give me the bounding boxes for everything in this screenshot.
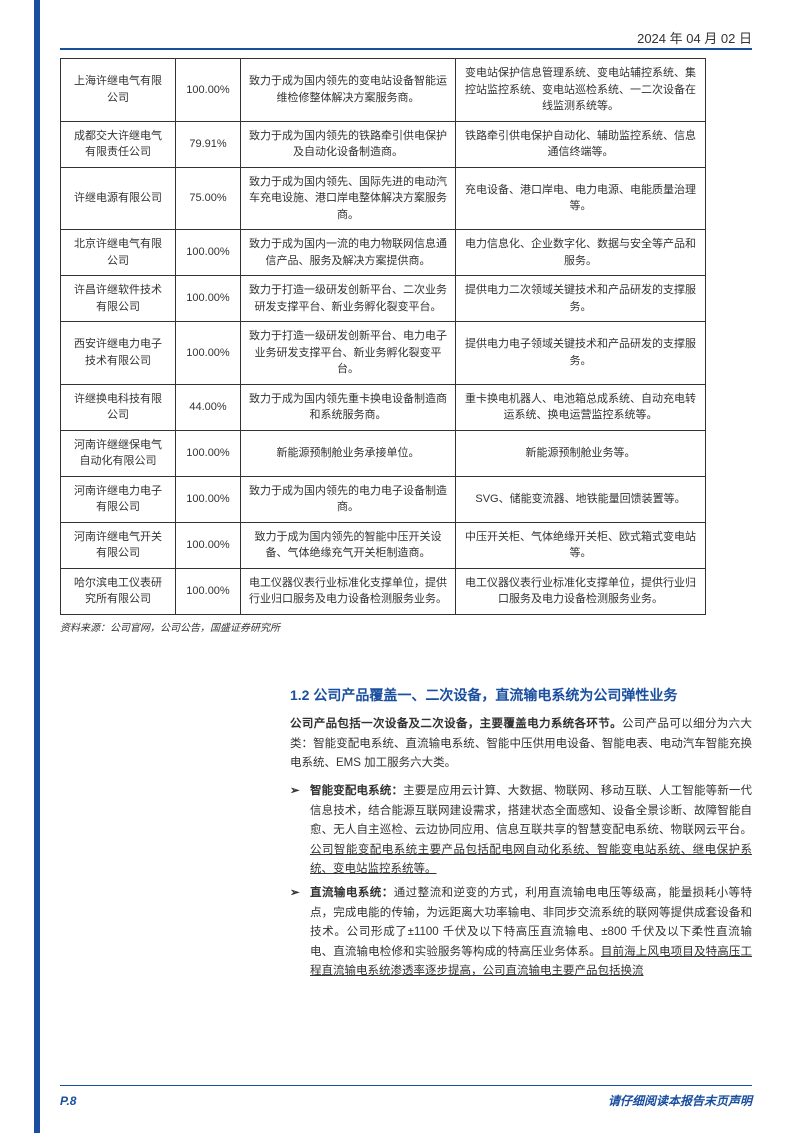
table-cell: 44.00% (176, 384, 241, 430)
table-cell: 铁路牵引供电保护自动化、辅助监控系统、信息通信终端等。 (456, 121, 706, 167)
table-cell: 河南许继电力电子有限公司 (61, 476, 176, 522)
table-row: 许继电源有限公司75.00%致力于成为国内领先、国际先进的电动汽车充电设施、港口… (61, 167, 706, 230)
table-cell: 100.00% (176, 430, 241, 476)
table-cell: 致力于成为国内领先的电力电子设备制造商。 (241, 476, 456, 522)
paragraph-lead: 公司产品包括一次设备及二次设备，主要覆盖电力系统各环节。 (290, 718, 622, 730)
table-cell: 致力于成为国内一流的电力物联网信息通信产品、服务及解决方案提供商。 (241, 230, 456, 276)
header-rule (60, 48, 752, 50)
table-row: 西安许继电力电子技术有限公司100.00%致力于打造一级研发创新平台、电力电子业… (61, 322, 706, 385)
table-cell: 100.00% (176, 230, 241, 276)
table-cell: 河南许继电气开关有限公司 (61, 522, 176, 568)
table-cell: 许昌许继软件技术有限公司 (61, 276, 176, 322)
section-title: 1.2 公司产品覆盖一、二次设备，直流输电系统为公司弹性业务 (290, 685, 677, 705)
table-cell: 79.91% (176, 121, 241, 167)
table-cell: 许继电源有限公司 (61, 167, 176, 230)
table-cell: 充电设备、港口岸电、电力电源、电能质量治理等。 (456, 167, 706, 230)
table-cell: SVG、储能变流器、地铁能量回馈装置等。 (456, 476, 706, 522)
table-cell: 变电站保护信息管理系统、变电站辅控系统、集控站监控系统、变电站巡检系统、一二次设… (456, 59, 706, 122)
bullet-item: ➢ 智能变配电系统：主要是应用云计算、大数据、物联网、移动互联、人工智能等新一代… (290, 782, 752, 880)
table-cell: 新能源预制舱业务等。 (456, 430, 706, 476)
table-cell: 致力于成为国内领先的智能中压开关设备、气体绝缘充气开关柜制造商。 (241, 522, 456, 568)
table-cell: 100.00% (176, 276, 241, 322)
table-source: 资料来源：公司官网，公司公告，国盛证券研究所 (60, 619, 280, 634)
header-date: 2024 年 04 月 02 日 (637, 28, 752, 47)
subsidiaries-table: 上海许继电气有限公司100.00%致力于成为国内领先的变电站设备智能运维检修整体… (60, 58, 706, 615)
table-cell: 哈尔滨电工仪表研究所有限公司 (61, 568, 176, 614)
table-cell: 电力信息化、企业数字化、数据与安全等产品和服务。 (456, 230, 706, 276)
footer-note: 请仔细阅读本报告末页声明 (608, 1092, 752, 1109)
body-paragraph: 公司产品包括一次设备及二次设备，主要覆盖电力系统各环节。公司产品可以细分为六大类… (290, 715, 752, 774)
table-cell: 致力于成为国内领先重卡换电设备制造商和系统服务商。 (241, 384, 456, 430)
table-cell: 河南许继继保电气自动化有限公司 (61, 430, 176, 476)
table-cell: 致力于成为国内领先的变电站设备智能运维检修整体解决方案服务商。 (241, 59, 456, 122)
table-cell: 100.00% (176, 522, 241, 568)
table-row: 河南许继继保电气自动化有限公司100.00%新能源预制舱业务承接单位。新能源预制… (61, 430, 706, 476)
bullet-marker-icon: ➢ (290, 884, 300, 904)
table-cell: 提供电力电子领域关键技术和产品研发的支撑服务。 (456, 322, 706, 385)
table-cell: 电工仪器仪表行业标准化支撑单位，提供行业归口服务及电力设备检测服务业务。 (456, 568, 706, 614)
footer: P.8 请仔细阅读本报告末页声明 (60, 1085, 752, 1109)
table-cell: 提供电力二次领域关键技术和产品研发的支撑服务。 (456, 276, 706, 322)
table-cell: 许继换电科技有限公司 (61, 384, 176, 430)
table-row: 许昌许继软件技术有限公司100.00%致力于打造一级研发创新平台、二次业务研发支… (61, 276, 706, 322)
bullet-underline-text: 公司智能变配电系统主要产品包括配电网自动化系统、智能变电站系统、继电保护系统、变… (310, 844, 752, 876)
table-cell: 上海许继电气有限公司 (61, 59, 176, 122)
table-cell: 致力于成为国内领先、国际先进的电动汽车充电设施、港口岸电整体解决方案服务商。 (241, 167, 456, 230)
table-cell: 新能源预制舱业务承接单位。 (241, 430, 456, 476)
table-cell: 100.00% (176, 322, 241, 385)
table-row: 河南许继电力电子有限公司100.00%致力于成为国内领先的电力电子设备制造商。S… (61, 476, 706, 522)
bullet-lead: 智能变配电系统： (310, 785, 403, 797)
table-cell: 重卡换电机器人、电池箱总成系统、自动充电转运系统、换电运营监控系统等。 (456, 384, 706, 430)
page-number: P.8 (60, 1094, 76, 1108)
table-cell: 100.00% (176, 59, 241, 122)
table-row: 河南许继电气开关有限公司100.00%致力于成为国内领先的智能中压开关设备、气体… (61, 522, 706, 568)
table-row: 成都交大许继电气有限责任公司79.91%致力于成为国内领先的铁路牵引供电保护及自… (61, 121, 706, 167)
table-cell: 致力于打造一级研发创新平台、电力电子业务研发支撑平台、新业务孵化裂变平台。 (241, 322, 456, 385)
left-accent-bar (34, 0, 40, 1133)
table-cell: 致力于打造一级研发创新平台、二次业务研发支撑平台、新业务孵化裂变平台。 (241, 276, 456, 322)
bullet-item: ➢ 直流输电系统：通过整流和逆变的方式，利用直流输电电压等级高，能量损耗小等特点… (290, 884, 752, 982)
table-cell: 100.00% (176, 476, 241, 522)
table-cell: 电工仪器仪表行业标准化支撑单位，提供行业归口服务及电力设备检测服务业务。 (241, 568, 456, 614)
bullet-marker-icon: ➢ (290, 782, 300, 802)
table-cell: 成都交大许继电气有限责任公司 (61, 121, 176, 167)
table-row: 哈尔滨电工仪表研究所有限公司100.00%电工仪器仪表行业标准化支撑单位，提供行… (61, 568, 706, 614)
table-row: 北京许继电气有限公司100.00%致力于成为国内一流的电力物联网信息通信产品、服… (61, 230, 706, 276)
table-row: 许继换电科技有限公司44.00%致力于成为国内领先重卡换电设备制造商和系统服务商… (61, 384, 706, 430)
table-cell: 西安许继电力电子技术有限公司 (61, 322, 176, 385)
table-cell: 100.00% (176, 568, 241, 614)
table-cell: 致力于成为国内领先的铁路牵引供电保护及自动化设备制造商。 (241, 121, 456, 167)
table-row: 上海许继电气有限公司100.00%致力于成为国内领先的变电站设备智能运维检修整体… (61, 59, 706, 122)
table-cell: 北京许继电气有限公司 (61, 230, 176, 276)
table-cell: 中压开关柜、气体绝缘开关柜、欧式箱式变电站等。 (456, 522, 706, 568)
table-cell: 75.00% (176, 167, 241, 230)
bullet-lead: 直流输电系统： (310, 887, 394, 899)
